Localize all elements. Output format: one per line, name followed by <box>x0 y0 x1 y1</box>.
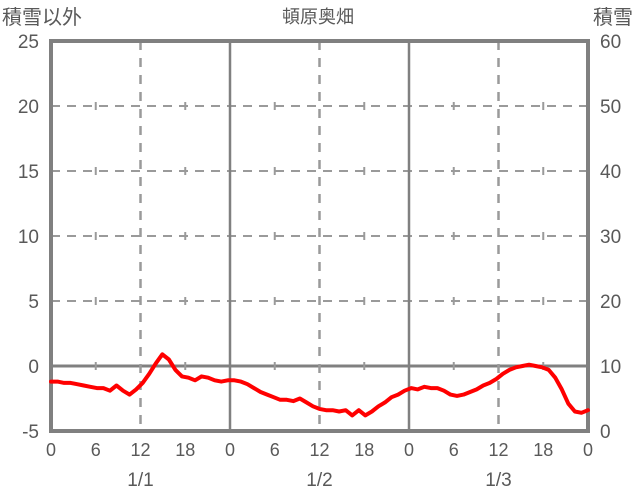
x-axis-tick-label: 6 <box>449 440 459 460</box>
y-axis-tick-label: 25 <box>18 32 39 53</box>
y-axis-tick-label: 20 <box>18 97 39 118</box>
y2-axis-tick-label: 0 <box>600 422 611 443</box>
x-axis-tick-label: 12 <box>488 440 508 460</box>
chart-title: 頓原奥畑 <box>282 7 354 27</box>
y-axis-tick-label: -5 <box>22 422 39 443</box>
grid-layer <box>51 41 588 431</box>
y-axis-tick-label: 15 <box>18 162 39 183</box>
left-axis-title: 積雪以外 <box>2 7 82 29</box>
y-axis-tick-label: 10 <box>18 227 39 248</box>
data-series-layer <box>49 352 590 418</box>
axis-layer <box>49 39 590 433</box>
x-axis-tick-label: 18 <box>533 440 553 460</box>
y2-axis-tick-label: 30 <box>600 227 621 248</box>
data-line-積雪以外 <box>49 352 590 418</box>
y-axis-tick-label: 5 <box>28 292 39 313</box>
x-axis-tick-label: 6 <box>270 440 280 460</box>
x-axis-tick-label: 12 <box>309 440 329 460</box>
y-axis-tick-label: 0 <box>28 357 39 378</box>
x-axis-tick-label: 0 <box>404 440 414 460</box>
right-axis-title: 積雪 <box>593 7 633 29</box>
x-axis-day-label: 1/1 <box>127 470 153 491</box>
x-axis-tick-label: 0 <box>583 440 593 460</box>
y2-axis-tick-label: 10 <box>600 357 621 378</box>
x-axis-day-label: 1/3 <box>485 470 511 491</box>
y2-axis-tick-label: 50 <box>600 97 621 118</box>
x-axis-tick-label: 0 <box>46 440 56 460</box>
x-axis-tick-label: 6 <box>91 440 101 460</box>
x-axis-tick-label: 18 <box>354 440 374 460</box>
y2-axis-tick-label: 40 <box>600 162 621 183</box>
y2-axis-tick-label: 60 <box>600 32 621 53</box>
x-axis-tick-label: 0 <box>225 440 235 460</box>
x-axis-tick-label: 18 <box>175 440 195 460</box>
x-axis-tick-label: 12 <box>130 440 150 460</box>
y2-axis-tick-label: 20 <box>600 292 621 313</box>
x-axis-day-label: 1/2 <box>306 470 332 491</box>
